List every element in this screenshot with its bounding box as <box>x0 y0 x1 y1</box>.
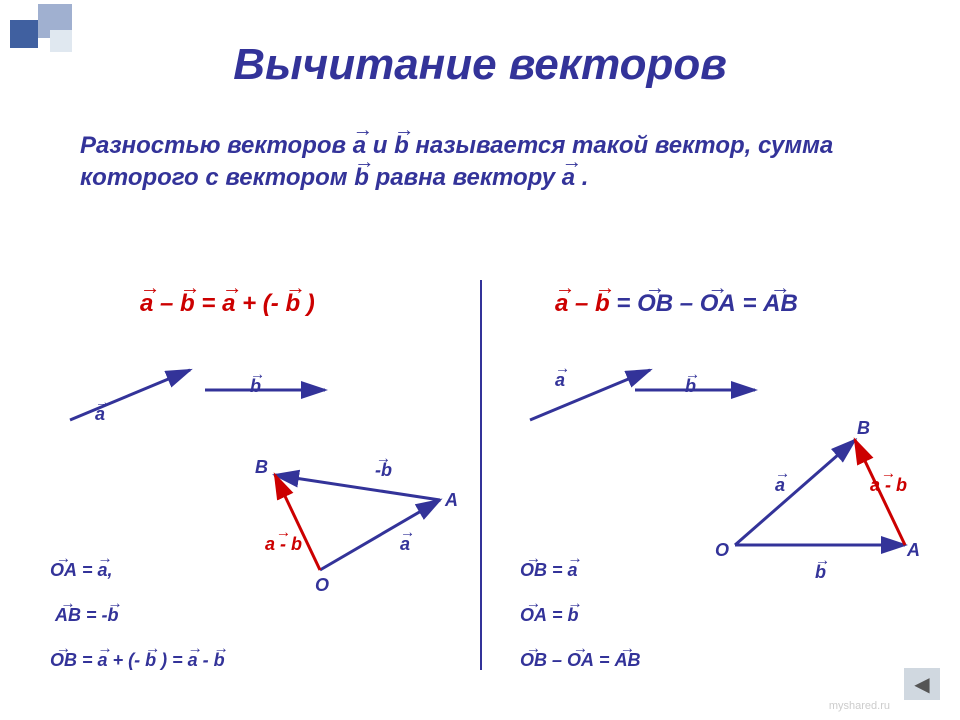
point-label: A <box>907 540 920 561</box>
point-label: B <box>857 418 870 439</box>
re3-ab: AB <box>615 650 641 671</box>
nav-back-button[interactable]: ◀ <box>904 668 940 700</box>
vector-label: -b <box>375 460 392 481</box>
right-eq2: OA = b <box>520 605 579 626</box>
point-label: A <box>445 490 458 511</box>
le3-t8: - <box>203 650 214 670</box>
vector-label: b <box>815 562 826 583</box>
point-label: B <box>255 457 268 478</box>
re2-b: b <box>568 605 579 626</box>
re1-ob: OB <box>520 560 547 581</box>
re3-t4: = <box>599 650 615 670</box>
diagram-svg <box>0 0 960 720</box>
left-eq3: OB = a + (- b ) = a - b <box>50 650 225 671</box>
re3-oa: OA <box>567 650 594 671</box>
left-eq1: OA = a, <box>50 560 113 581</box>
le3-b: b <box>145 650 156 671</box>
le2-b: b <box>108 605 119 626</box>
left-eq2: AB = -b <box>55 605 119 626</box>
re2-oa: OA <box>520 605 547 626</box>
le3-t6: ) = <box>161 650 188 670</box>
watermark: myshared.ru <box>829 700 890 712</box>
vector-label: a - b <box>870 475 907 496</box>
point-label: O <box>715 540 729 561</box>
re3-t2: – <box>552 650 567 670</box>
le3-a2: a <box>188 650 198 671</box>
vector-label: a - b <box>265 534 302 555</box>
re2-eq: = <box>552 605 568 625</box>
vector-label: a <box>95 404 105 425</box>
le3-ob: OB <box>50 650 77 671</box>
le3-t4: + (- <box>113 650 141 670</box>
re1-eq: = <box>552 560 568 580</box>
le3-a: a <box>98 650 108 671</box>
re3-ob: OB <box>520 650 547 671</box>
point-label: O <box>315 575 329 596</box>
le3-b2: b <box>214 650 225 671</box>
le1-oa: OA <box>50 560 77 581</box>
right-eq3: OB – OA = AB <box>520 650 641 671</box>
chevron-left-icon: ◀ <box>914 672 929 697</box>
right-eq1: OB = a <box>520 560 578 581</box>
vector-label: a <box>555 370 565 391</box>
le2-eq: = <box>86 605 102 625</box>
vector-label: b <box>250 376 261 397</box>
le2-ab: AB <box>55 605 81 626</box>
vector-label: a <box>400 534 410 555</box>
vector-label: a <box>775 475 785 496</box>
le1-rest: = <box>82 560 98 580</box>
re1-a: a <box>568 560 578 581</box>
le1-a: a <box>98 560 108 581</box>
le3-t2: = <box>82 650 98 670</box>
vector-label: b <box>685 376 696 397</box>
